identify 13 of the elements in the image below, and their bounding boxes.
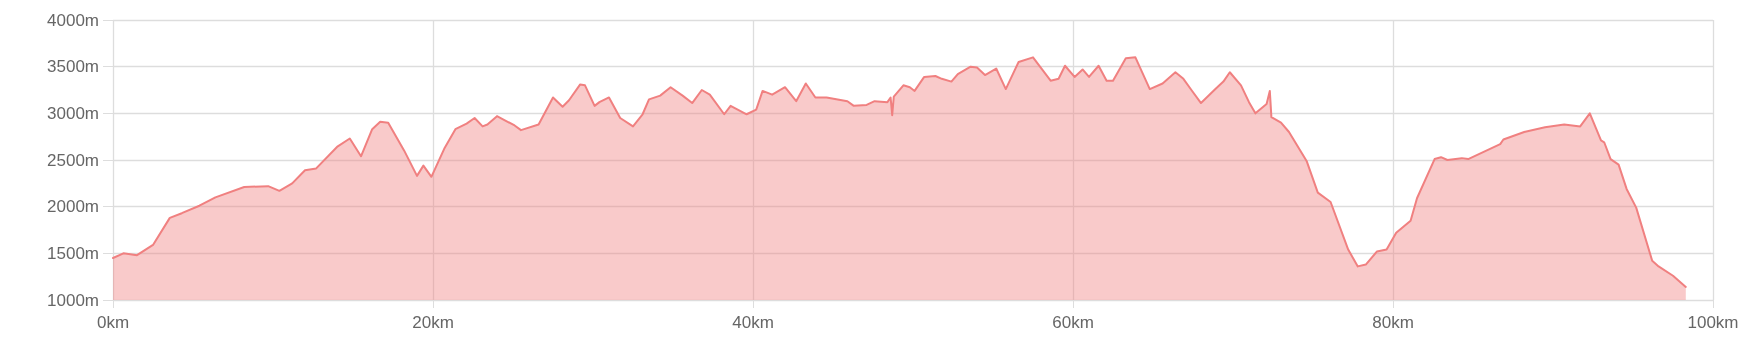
y-tick-label: 4000m xyxy=(47,10,99,30)
x-tick-label: 60km xyxy=(1052,313,1094,332)
y-tick-label: 2500m xyxy=(47,150,99,170)
y-tick-label: 1000m xyxy=(47,290,99,310)
x-tick-label: 0km xyxy=(96,313,130,332)
x-tick-label: 100km xyxy=(1687,313,1739,332)
y-tick-label: 2000m xyxy=(47,197,99,217)
x-tick-label: 40km xyxy=(732,313,774,332)
y-tick-label: 3000m xyxy=(47,103,99,123)
x-tick-label: 80km xyxy=(1372,313,1414,332)
x-tick-label: 20km xyxy=(412,313,454,332)
y-tick-label: 1500m xyxy=(47,243,99,263)
y-tick-label: 3500m xyxy=(47,57,99,77)
